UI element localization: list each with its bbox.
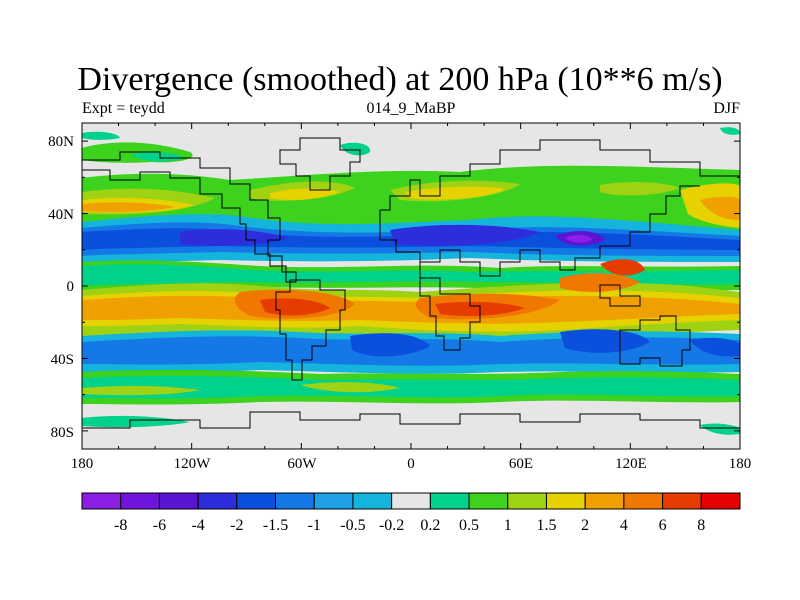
contour-band [300, 382, 400, 393]
contour-patch [82, 131, 120, 140]
y-tick-label: 0 [67, 279, 75, 295]
colorbar-label: 8 [697, 517, 705, 534]
colorbar-swatch [700, 492, 741, 510]
colorbar-swatch [391, 492, 431, 510]
contour-band [565, 234, 592, 243]
y-tick-label: 80N [48, 134, 74, 150]
coastline-africa [419, 262, 481, 351]
x-tick-label: 120E [615, 456, 647, 472]
colorbar-label: 0.5 [459, 517, 479, 534]
colorbar: -8 -6 -4 -2 -1.5 -1 -0.5 -0.2 0.2 0.5 1 1.5 2 4 6 8 [81, 492, 741, 534]
x-tick-label: 120W [174, 456, 212, 472]
colorbar-swatch [623, 492, 664, 510]
y-tick-label: 40S [51, 352, 74, 368]
colorbar-swatch [507, 492, 547, 510]
colorbar-label: -8 [114, 517, 127, 534]
contour-band [270, 188, 340, 200]
contour-band [82, 202, 175, 212]
colorbar-label: -0.5 [340, 517, 365, 534]
experiment-label: Expt = teydd [82, 100, 165, 117]
contour-band [82, 385, 200, 396]
coastline-north-america [82, 151, 297, 283]
contour-patch [340, 142, 371, 156]
colorbar-swatch [158, 492, 199, 510]
y-tick-label: 80S [51, 425, 74, 441]
season-label: DJF [713, 100, 740, 117]
axis-ticks [81, 123, 741, 449]
experiment-code-label: 014_9_MaBP [366, 100, 456, 117]
coastline-antarctica [82, 411, 740, 429]
x-tick-label: 180 [71, 456, 94, 472]
colorbar-swatch [236, 492, 277, 510]
divergence-contour-field [82, 123, 740, 449]
colorbar-label: 0.2 [420, 517, 440, 534]
colorbar-label: 2 [581, 517, 589, 534]
colorbar-swatch [81, 492, 122, 510]
x-tick-label: 0 [407, 456, 415, 472]
contour-band [600, 259, 645, 276]
contour-band [690, 337, 740, 357]
x-tick-label: 180 [729, 456, 752, 472]
colorbar-swatch [313, 492, 354, 510]
colorbar-swatch [120, 492, 160, 510]
contour-band [390, 224, 540, 246]
colorbar-label: 1.5 [536, 517, 556, 534]
contour-band [82, 375, 740, 399]
colorbar-label: 4 [620, 517, 628, 534]
y-tick-label: 40N [48, 207, 74, 223]
colorbar-label: -1 [308, 517, 321, 534]
contour-band [180, 229, 290, 246]
figure-title: Divergence (smoothed) at 200 hPa (10**6 … [77, 61, 723, 98]
colorbar-swatch [545, 492, 586, 510]
coastline-maritime-continent [599, 284, 641, 307]
colorbar-swatch [662, 492, 702, 510]
coastline-australia [619, 315, 691, 367]
contour-patch [720, 127, 740, 135]
contour-band [260, 298, 330, 316]
x-tick-label: 60E [509, 456, 533, 472]
colorbar-swatch [429, 492, 470, 510]
x-tick-label: 60W [287, 456, 317, 472]
colorbar-label: -0.2 [379, 517, 404, 534]
colorbar-label: -2 [230, 517, 243, 534]
coastline-greenland [279, 137, 361, 191]
colorbar-label: 1 [504, 517, 512, 534]
colorbar-swatch [197, 492, 238, 510]
contour-patch [700, 423, 740, 435]
contour-band [560, 329, 650, 353]
coastline-south-america [275, 279, 346, 381]
colorbar-label: -1.5 [263, 517, 288, 534]
colorbar-swatch [275, 492, 315, 510]
colorbar-swatch [468, 492, 509, 510]
contour-band [700, 196, 740, 220]
colorbar-label: -4 [191, 517, 204, 534]
contour-patch [82, 415, 190, 428]
contour-patch [130, 152, 185, 162]
coastlines [82, 137, 740, 429]
colorbar-swatch [352, 492, 393, 510]
colorbar-swatch [584, 492, 625, 510]
contour-band [350, 333, 430, 357]
coastline-eurasia [379, 139, 740, 277]
colorbar-label: -6 [153, 517, 166, 534]
colorbar-label: 6 [659, 517, 667, 534]
contour-band [600, 182, 680, 196]
